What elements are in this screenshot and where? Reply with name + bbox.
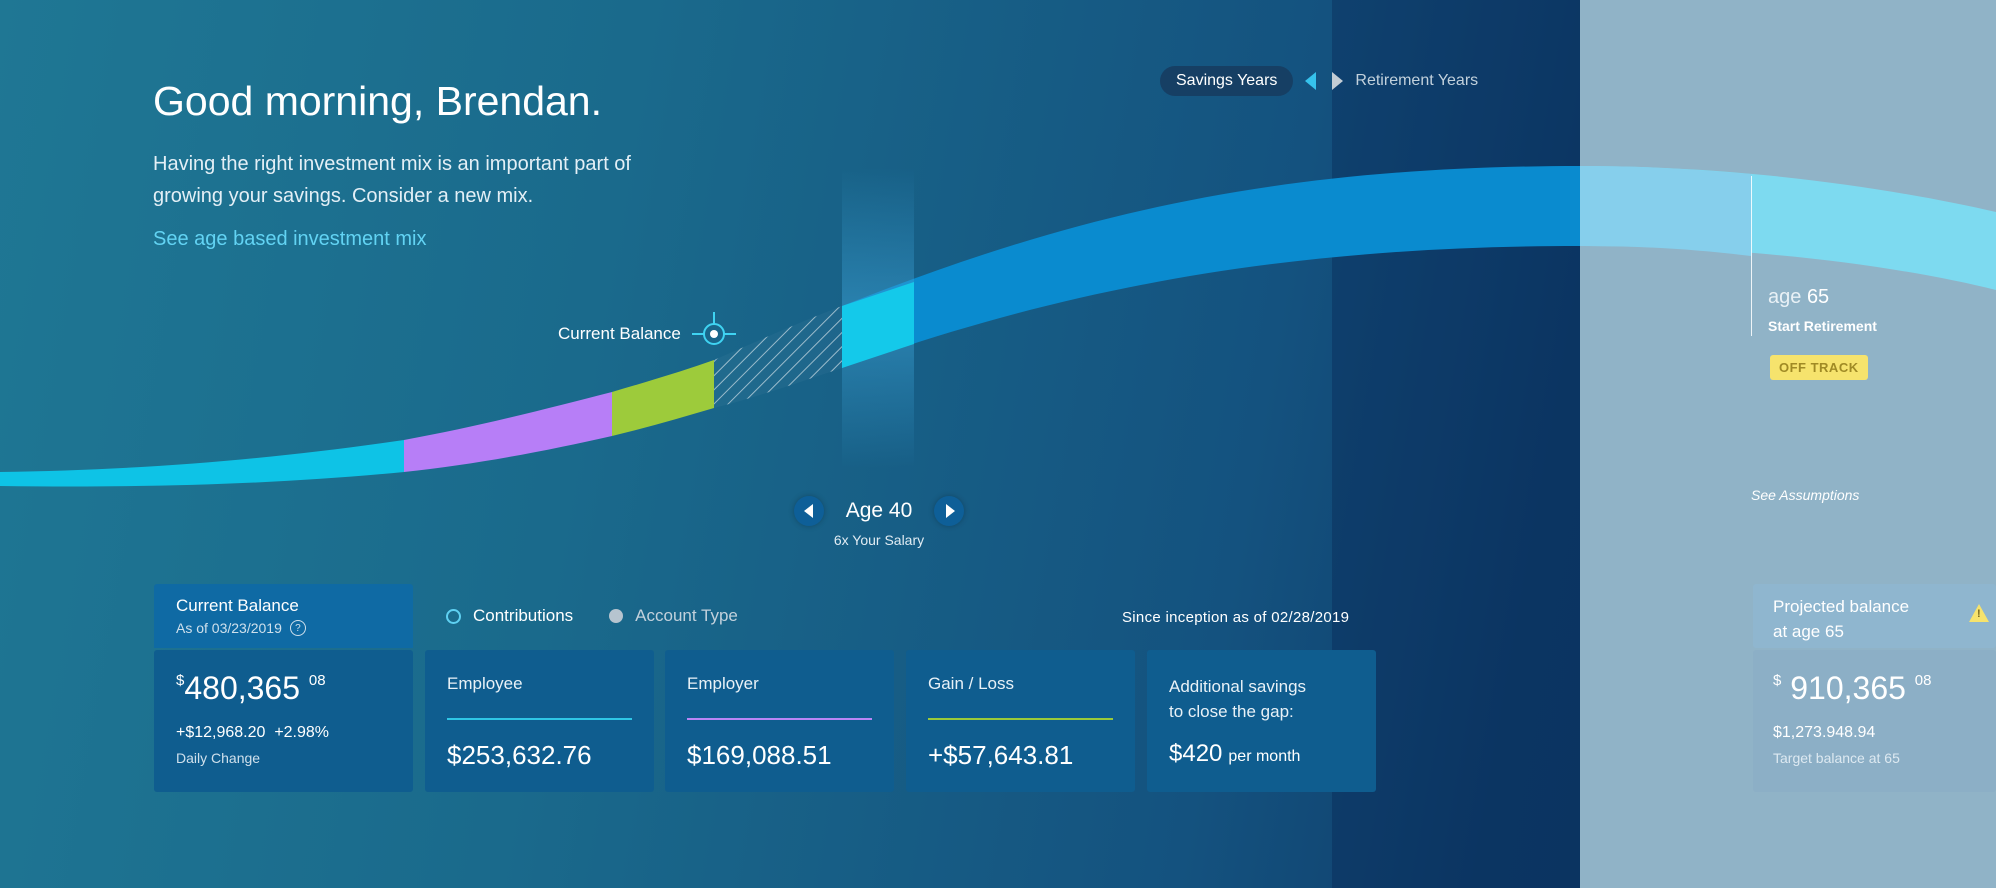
help-icon[interactable]: ? [289, 620, 306, 636]
currency-symbol: $ [176, 672, 185, 689]
employer-title: Employer [687, 674, 759, 693]
contributions-radio[interactable] [446, 608, 461, 624]
projected-balance-title: Projected balance at age 65 [1773, 594, 1963, 644]
triangle-left-icon[interactable] [1305, 72, 1317, 90]
investment-mix-link[interactable]: See age based investment mix [153, 228, 427, 250]
current-balance-amount: $480,365 08 [176, 670, 326, 707]
retirement-band-near [1580, 166, 1751, 256]
employer-value: $169,088.51 [687, 740, 832, 770]
current-balance-header [154, 584, 413, 648]
warning-icon[interactable]: ! [1969, 604, 1989, 622]
start-retirement-label: Start Retirement [1768, 318, 1877, 334]
salary-multiple: 6x Your Salary [833, 532, 925, 548]
employee-segment [0, 440, 404, 487]
employee-color-line [447, 718, 632, 720]
daily-change-amount: +$12,968.20 [176, 724, 266, 741]
projected-balance-header [1753, 584, 1996, 648]
retirement-age: age 65 [1768, 286, 1829, 309]
retirement-age-line [1751, 176, 1752, 336]
projected-balance-card [1753, 650, 1996, 792]
tab-account-type[interactable]: Account Type [635, 606, 738, 625]
current-balance-marker-label: Current Balance [558, 324, 681, 343]
see-assumptions-link[interactable]: See Assumptions [1751, 487, 1860, 503]
employer-card: Employer $169,088.51 [665, 650, 894, 792]
balance-cents: 08 [308, 672, 326, 689]
additional-savings-title-line2: to close the gap: [1169, 702, 1294, 721]
age-label: Age 40 [845, 499, 913, 522]
current-balance-card [154, 650, 413, 792]
projected-balance-amount: $ 910,365 08 [1773, 670, 1931, 707]
tab-retirement-years[interactable]: Retirement Years [1355, 72, 1479, 89]
projected-title-line1: Projected balance [1773, 597, 1910, 616]
years-toggle: Savings Years Retirement Years [1160, 66, 1478, 96]
since-inception-label: Since inception as of 02/28/2019 [1122, 609, 1350, 626]
target-balance-label: Target balance at 65 [1773, 750, 1900, 766]
daily-change-values: +$12,968.20 +2.98% [176, 724, 329, 742]
arrow-left-icon [803, 504, 813, 518]
additional-savings-card: Additional savings to close the gap: $42… [1147, 650, 1376, 792]
employee-value: $253,632.76 [447, 740, 592, 770]
age-segment [842, 282, 914, 368]
additional-savings-value: $420 per month [1169, 740, 1300, 768]
gain-loss-color-line [928, 718, 1113, 720]
gain-loss-title: Gain / Loss [928, 674, 1014, 693]
additional-savings-unit: per month [1228, 748, 1301, 765]
tab-contributions[interactable]: Contributions [473, 606, 574, 625]
tab-savings-years[interactable]: Savings Years [1160, 66, 1294, 96]
arrow-right-icon [945, 504, 955, 518]
advice-text: Having the right investment mix is an im… [153, 153, 631, 207]
gain-loss-card: Gain / Loss +$57,643.81 [906, 650, 1135, 792]
status-badge: OFF TRACK [1770, 355, 1868, 380]
daily-change-label: Daily Change [176, 750, 261, 766]
projected-cents: 08 [1914, 672, 1932, 689]
age-navigator: Age 40 [794, 494, 964, 528]
target-balance-value: $1,273.948.94 [1773, 724, 1876, 741]
crosshair-icon[interactable] [692, 312, 736, 345]
retirement-age-value: 65 [1806, 286, 1830, 308]
current-balance-title: Current Balance [176, 596, 299, 615]
employer-color-line [687, 718, 872, 720]
gap-segment [714, 306, 842, 408]
account-type-radio[interactable] [609, 609, 624, 623]
greeting-title: Good morning, Brendan. [153, 78, 602, 124]
daily-change-percent: +2.98% [274, 724, 330, 741]
balance-whole: 480,365 [184, 670, 301, 706]
projected-title-line2: at age 65 [1773, 622, 1844, 641]
breakdown-tabs: Contributions Account Type [446, 606, 738, 626]
projected-whole: 910,365 [1790, 670, 1906, 706]
projection-band [842, 166, 1580, 368]
additional-savings-title-line1: Additional savings [1169, 677, 1307, 696]
additional-savings-amount: $420 [1169, 740, 1223, 767]
employer-segment [404, 392, 612, 472]
triangle-right-icon[interactable] [1332, 72, 1344, 90]
projected-currency-symbol: $ [1773, 672, 1782, 689]
gain-loss-value: +$57,643.81 [928, 740, 1074, 770]
gain-segment [612, 360, 714, 436]
employee-card: Employee $253,632.76 [425, 650, 654, 792]
previous-age-button[interactable] [794, 496, 824, 526]
additional-savings-title: Additional savings to close the gap: [1169, 674, 1306, 724]
retirement-age-prefix: age [1768, 286, 1802, 308]
as-of-date: As of 03/23/2019 [176, 620, 282, 636]
current-balance-date: As of 03/23/2019 ? [176, 620, 306, 636]
next-age-button[interactable] [934, 496, 964, 526]
employee-title: Employee [447, 674, 523, 693]
